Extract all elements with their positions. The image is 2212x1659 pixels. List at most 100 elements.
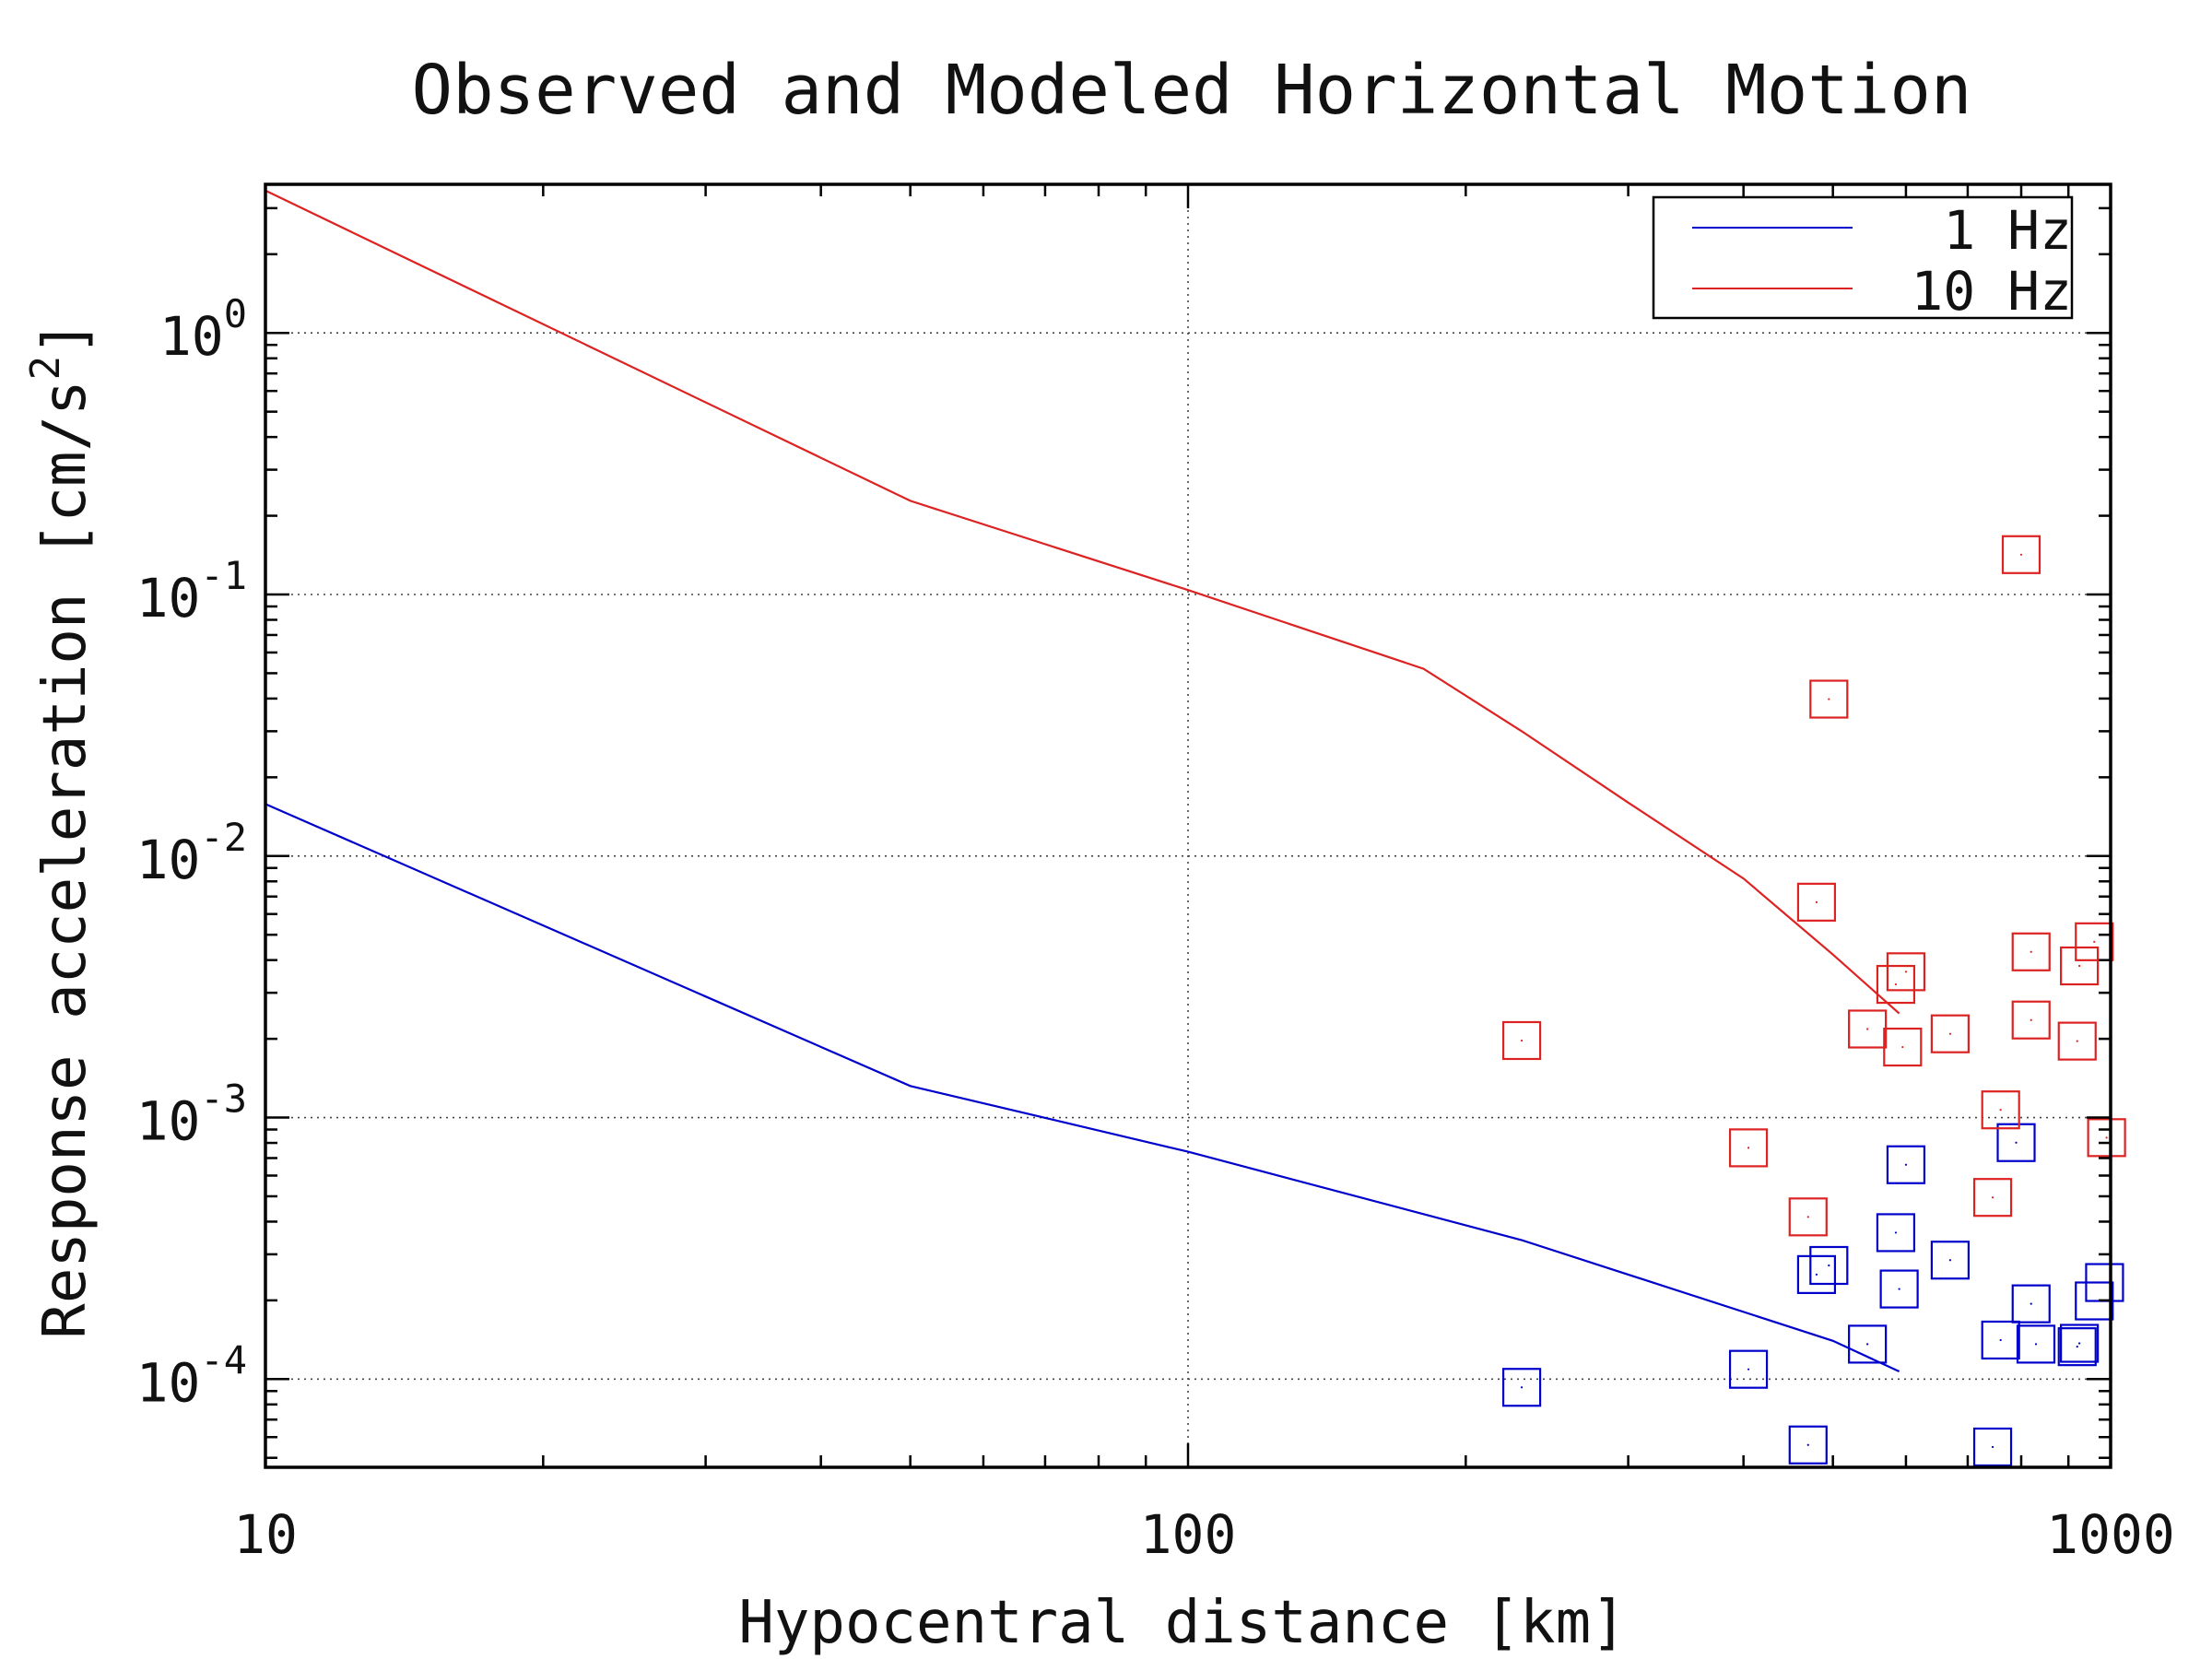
observed-point-1 [1809,679,1849,719]
model-line-0 [265,803,1900,1372]
observed-point-0 [1728,1349,1769,1389]
observed-point-0 [2016,1324,2056,1364]
y-tick-exponent: 0 [224,291,247,336]
legend: 1 Hz 10 Hz [1652,195,2074,323]
observed-point-center-1 [2030,950,2032,953]
observed-point-1 [1796,882,1837,922]
y-tick-label: 100 [159,291,247,368]
observed-point-1 [1728,1128,1769,1168]
observed-point-1 [1972,1178,2013,1218]
observed-point-1 [2057,1021,2097,1061]
x-tick-label: 100 [1140,1503,1237,1566]
x-axis-label: Hypocentral distance [km] [738,1589,1626,1657]
observed-point-1 [2087,1118,2126,1158]
observed-point-center-1 [1991,1196,1994,1199]
observed-point-center-1 [1894,982,1898,986]
observed-point-1 [2060,946,2100,986]
model-lines [265,189,1900,1372]
observed-point-0 [1501,1368,1542,1407]
observed-point-0 [2057,1327,2097,1367]
observed-point-center-1 [1747,1147,1750,1149]
model-line-1 [265,189,1900,1015]
chart-title: Observed and Modeled Horizontal Motion [412,51,1972,130]
observed-point-center-0 [1991,1445,1994,1449]
observed-point-center-0 [2076,1346,2078,1348]
observed-point-1 [1501,1020,1542,1061]
observed-point-center-0 [1828,1264,1830,1267]
observed-point-0 [2060,1324,2100,1363]
observed-point-center-1 [1904,971,1908,973]
x-tick-label: 1000 [2046,1503,2175,1566]
observed-point-center-1 [2076,1040,2078,1042]
observed-point-1 [2011,1000,2051,1040]
observed-point-center-1 [2105,1136,2108,1139]
observed-points [1501,535,2126,1467]
observed-point-0 [1886,1145,1926,1184]
observed-point-center-0 [1866,1343,1869,1346]
y-tick-label: 10-2 [136,815,247,891]
observed-point-0 [2011,1284,2051,1324]
y-tick-base: 10 [136,1351,201,1414]
observed-point-center-0 [1904,1163,1908,1166]
observed-point-center-0 [1894,1231,1898,1234]
y-axis-label-end: ] [31,320,100,356]
y-tick-label: 10-4 [136,1337,247,1414]
observed-point-1 [1981,1090,2020,1130]
observed-point-center-0 [1948,1259,1952,1262]
observed-point-0 [1930,1241,1971,1280]
observed-point-center-1 [2078,964,2081,968]
observed-point-1 [2001,535,2041,574]
observed-point-center-0 [2015,1141,2018,1144]
y-tick-exponent: -1 [200,553,247,598]
observed-point-center-1 [1520,1039,1524,1042]
observed-point-center-0 [2103,1281,2106,1284]
y-axis-label-main: Response acceleration [cm/s [31,380,100,1338]
grid-lines [265,184,2111,1467]
observed-point-center-1 [2019,553,2023,556]
observed-point-center-0 [1815,1273,1818,1276]
observed-point-center-0 [2030,1302,2032,1305]
y-tick-exponent: -4 [200,1337,247,1382]
observed-point-center-1 [1948,1032,1952,1035]
axis-ticks [264,184,2111,1467]
observed-point-0 [1788,1425,1828,1465]
observed-point-center-1 [1828,698,1830,700]
observed-point-1 [1788,1197,1828,1237]
y-tick-label: 10-3 [136,1077,247,1153]
y-tick-exponent: -2 [200,815,247,860]
observed-point-1 [1886,952,1926,992]
observed-point-center-1 [1866,1028,1869,1030]
observed-point-center-0 [1806,1443,1809,1446]
y-tick-base: 10 [159,305,224,368]
legend-label-1hz: 1 Hz [1943,199,2072,262]
y-tick-base: 10 [136,567,201,629]
observed-point-0 [1876,1213,1916,1253]
observed-point-center-0 [1747,1368,1750,1371]
observed-point-center-1 [1999,1109,2002,1112]
observed-point-1 [1930,1014,1971,1053]
observed-point-center-1 [1806,1216,1809,1218]
observed-point-0 [1809,1245,1849,1286]
y-tick-exponent: -3 [200,1077,247,1122]
y-tick-label: 10-1 [136,553,247,629]
y-tick-base: 10 [136,829,201,891]
observed-point-center-0 [1898,1288,1900,1290]
legend-label-10hz: 10 Hz [1911,260,2072,323]
y-axis-label-superscript: 2 [22,356,69,381]
observed-point-center-0 [2034,1343,2038,1346]
observed-point-0 [1848,1324,1888,1364]
observed-point-1 [1876,964,1916,1005]
observed-point-0 [1796,1254,1837,1294]
observed-point-center-1 [2030,1018,2032,1021]
y-tick-base: 10 [136,1090,201,1153]
observed-point-center-1 [1815,900,1818,903]
observed-point-center-1 [2093,940,2096,943]
observed-point-1 [2075,922,2114,961]
observed-point-center-0 [1999,1338,2002,1342]
observed-point-0 [1972,1427,2013,1467]
observed-point-center-1 [1901,1045,1904,1049]
y-axis-label: Response acceleration [cm/s2] [22,320,100,1338]
observed-point-center-0 [1520,1386,1524,1389]
